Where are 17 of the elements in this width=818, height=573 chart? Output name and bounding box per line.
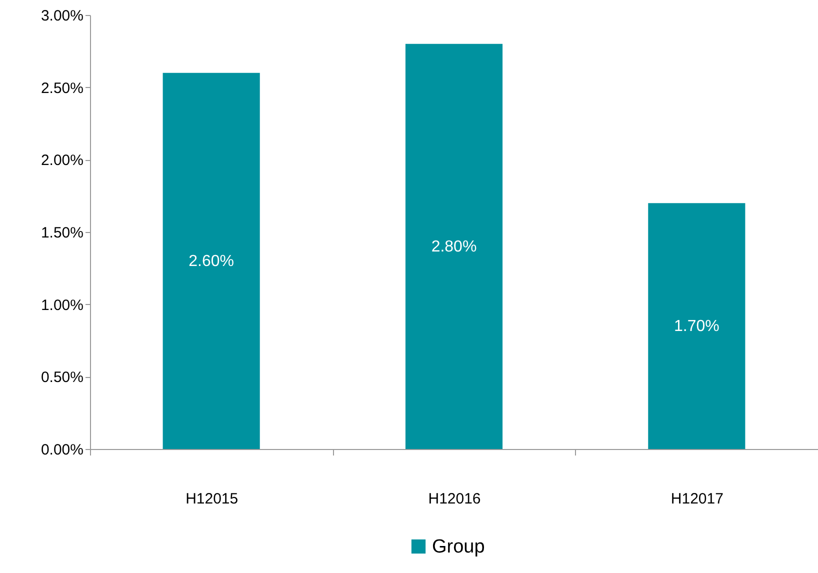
x-tick-label: H12015 <box>186 490 238 508</box>
y-tick-label: 3.00% <box>40 8 84 24</box>
legend-label: Group <box>432 536 485 558</box>
y-tick-label: 2.00% <box>40 152 84 170</box>
x-tick-label: H12016 <box>428 490 481 508</box>
data-label: 1.70% <box>674 318 720 336</box>
bar <box>162 72 260 449</box>
x-tick-label: H12017 <box>670 490 724 508</box>
y-tick-label: 1.50% <box>40 224 84 242</box>
y-tick-label: 1.00% <box>40 296 84 314</box>
bar <box>405 44 503 449</box>
y-tick-label: 0.00% <box>40 442 84 458</box>
y-tick-label: 2.50% <box>40 80 84 97</box>
data-label: 2.80% <box>431 238 477 256</box>
bar <box>648 203 746 449</box>
y-tick-label: 0.50% <box>40 369 84 386</box>
data-label: 2.60% <box>188 252 234 270</box>
